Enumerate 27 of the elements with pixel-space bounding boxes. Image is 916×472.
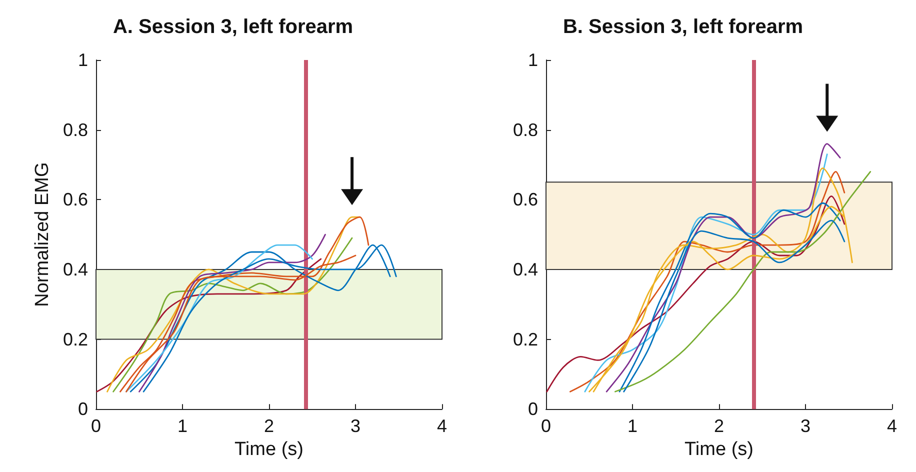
y-axis-title: Normalized EMG	[32, 162, 53, 307]
y-tick-label: 0	[528, 399, 538, 420]
chart-title: A. Session 3, left forearm	[112, 16, 354, 38]
y-tick-label: 0.8	[62, 120, 88, 140]
y-tick-label: 0.6	[62, 190, 88, 210]
y-tick-label: 0.2	[62, 329, 88, 350]
x-tick-label: 0	[540, 416, 552, 436]
y-tick-label: 0.8	[512, 120, 538, 140]
x-tick-label: 2	[714, 416, 724, 436]
y-tick-label: 0.6	[512, 190, 538, 210]
x-tick-label: 2	[264, 416, 274, 436]
y-tick-label: 1	[78, 50, 88, 70]
x-axis-title: Time (s)	[234, 439, 304, 460]
x-tick-label: 4	[436, 416, 448, 436]
x-tick-label: 1	[627, 416, 638, 436]
y-tick-label: 0	[78, 399, 88, 420]
x-tick-label: 4	[886, 416, 898, 436]
y-tick-label: 1	[528, 50, 538, 70]
y-tick-label: 0.4	[512, 259, 538, 280]
y-tick-label: 0.4	[62, 259, 88, 280]
x-tick-label: 3	[350, 416, 361, 436]
y-tick-label: 0.2	[512, 329, 538, 350]
x-tick-label: 3	[800, 416, 811, 436]
x-tick-label: 1	[177, 416, 188, 436]
x-axis-title: Time (s)	[684, 439, 754, 460]
x-tick-label: 0	[90, 416, 102, 436]
chart-title: B. Session 3, left forearm	[562, 16, 804, 38]
